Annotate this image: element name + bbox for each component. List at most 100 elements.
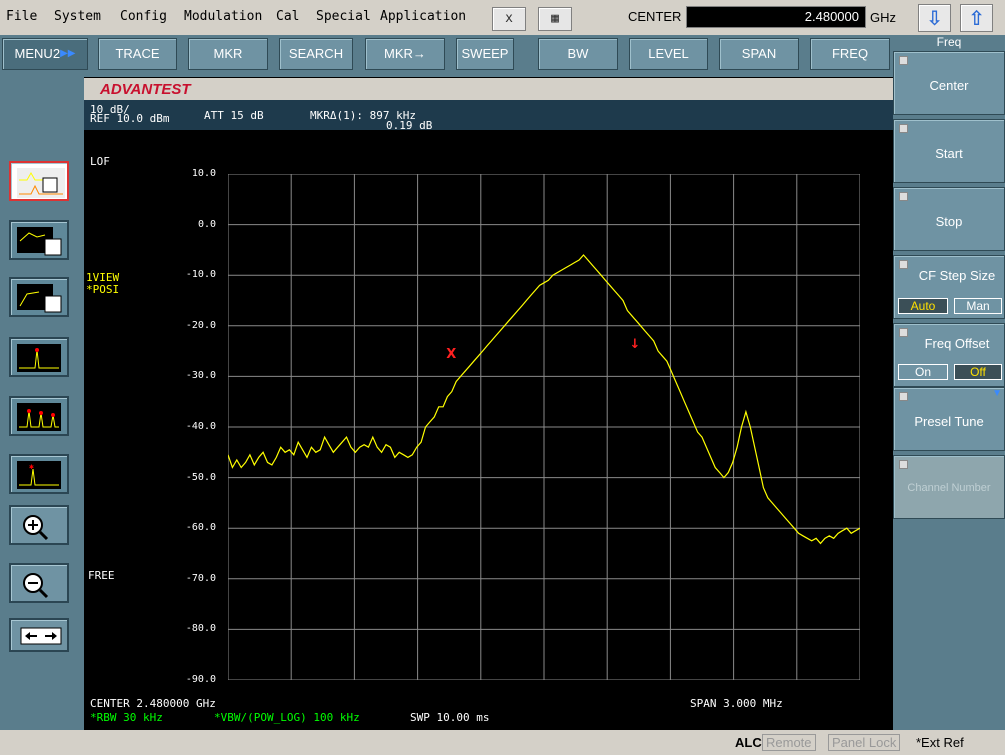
svg-text:✱: ✱ [29,462,34,471]
presel-tune-softkey[interactable]: Presel Tune ▼ [893,387,1005,451]
level-button[interactable]: LEVEL [629,38,708,70]
single-peak-icon[interactable] [9,337,69,377]
y-tick-label: 0.0 [197,218,216,230]
panel-lock-indicator: Panel Lock [828,734,901,751]
trace-line [228,254,860,545]
y-tick-label: -90.0 [185,674,216,685]
stop-softkey[interactable]: Stop [893,187,1005,251]
analyzer-screen [84,77,893,730]
softkey-header: Freq [936,35,962,49]
menu-config[interactable]: Config [120,9,167,24]
stop-softkey-label: Stop [935,214,963,229]
rbw-text: *RBW 30 kHz [90,711,163,724]
y-tick-label: -70.0 [185,572,216,584]
freq-button[interactable]: FREQ [810,38,890,70]
y-tick-label: -20.0 [185,319,216,331]
screen-info-bar [84,100,893,130]
center-frequency-field[interactable]: 2.480000 [686,6,866,28]
trace-hand-icon[interactable] [9,277,69,317]
y-tick-label: -60.0 [185,522,216,534]
softkey-indicator-icon [899,260,908,269]
cf-man-toggle[interactable]: Man [954,298,1002,314]
menu2-button[interactable]: MENU2▶▶ [2,38,88,70]
expand-icon[interactable] [9,618,69,652]
search-button[interactable]: SEARCH [279,38,353,70]
channel-number-label: Channel Number [907,482,991,494]
sweep-button[interactable]: SWEEP [456,38,514,70]
view-label: 1VIEW [86,271,120,284]
more-icon: ▼ [992,388,1002,399]
marker-value-text: 0.19 dB [386,119,433,132]
center-frequency-text: CENTER 2.480000 GHz [90,697,216,710]
softkey-indicator-icon [899,124,908,133]
freq-offset-softkey[interactable]: Freq Offset On Off [893,323,1005,387]
attenuation-text: ATT 15 dB [204,109,264,122]
softkey-indicator-icon [899,192,908,201]
center-unit: GHz [870,10,896,25]
trace-button[interactable]: TRACE [98,38,177,70]
cf-step-label: CF Step Size [918,268,996,283]
alc-indicator: ALC [735,735,762,750]
brand-bar [84,78,893,100]
y-tick-label: -10.0 [185,269,216,281]
freq-offset-label: Freq Offset [924,336,990,351]
y-tick-label: -30.0 [185,370,216,382]
mkr-to-button[interactable]: MKR→ [365,38,445,70]
sweep-time-text: SWP 10.00 ms [410,711,490,724]
double-arrow-icon: ▶▶ [60,48,76,59]
marker-delta-text: MKRΔ(1): 897 kHz [310,109,416,122]
peak-marker-icon[interactable]: ✱ [9,454,69,494]
trace-view-icon[interactable] [9,161,69,201]
start-softkey-label: Start [935,146,963,161]
cf-step-size-softkey[interactable]: CF Step Size Auto Man [893,255,1005,319]
softkey-column: Freq Center Start Stop CF Step Size Auto… [893,35,1005,730]
y-tick-label: -40.0 [185,421,216,432]
offset-on-toggle[interactable]: On [898,364,948,380]
close-button[interactable]: x [492,7,526,31]
brand-logo: ADVANTEST [100,81,191,98]
zoom-in-icon[interactable] [9,505,69,545]
free-label: FREE [88,569,115,582]
center-softkey-label: Center [929,78,969,93]
softkey-indicator-icon [899,392,908,401]
softkey-indicator-icon [899,56,908,65]
softkey-indicator-icon [899,328,908,337]
multi-peak-icon[interactable] [9,396,69,436]
center-softkey[interactable]: Center [893,51,1005,115]
arrow-down-icon[interactable]: ⇩ [918,4,951,32]
menu-special[interactable]: Special [316,9,371,24]
menu2-label: MENU2 [14,46,61,61]
channel-number-softkey: Channel Number [893,455,1005,519]
spectrum-plot: X↓ [228,174,860,680]
ref-level-text: REF 10.0 dBm [90,112,170,125]
menu-system[interactable]: System [54,9,101,24]
y-tick-label: 10.0 [191,168,216,179]
y-tick-label: -50.0 [185,471,216,483]
menu-bar: File System Config Modulation Cal Specia… [0,0,1005,34]
mkr-button[interactable]: MKR [188,38,268,70]
calculator-icon[interactable]: ▦ [538,7,572,31]
cf-auto-toggle[interactable]: Auto [898,298,948,314]
softkey-indicator-icon [899,460,908,469]
marker-1: X [446,347,456,362]
center-label: CENTER [628,9,682,24]
zoom-out-icon[interactable] [9,563,69,603]
menu-modulation[interactable]: Modulation [184,9,263,24]
status-bar: ALC Remote Panel Lock *Ext Ref [0,730,1005,755]
menu-application[interactable]: Application [380,9,467,24]
menu-cal[interactable]: Cal [276,9,300,24]
offset-off-toggle[interactable]: Off [954,364,1002,380]
span-button[interactable]: SPAN [719,38,799,70]
bw-button[interactable]: BW [538,38,618,70]
lof-label: LOF [90,155,110,168]
arrow-up-icon[interactable]: ⇧ [960,4,993,32]
function-button-bar: MENU2▶▶ TRACE MKR SEARCH MKR→ SWEEP BW L… [0,35,893,77]
presel-tune-label: Presel Tune [914,414,984,429]
start-softkey[interactable]: Start [893,119,1005,183]
trace-marker-icon[interactable] [9,220,69,260]
marker-2: ↓ [629,337,640,352]
posi-label: *POSI [86,283,120,296]
scale-text: 10 dB/ [90,103,130,116]
menu-file[interactable]: File [6,9,38,24]
